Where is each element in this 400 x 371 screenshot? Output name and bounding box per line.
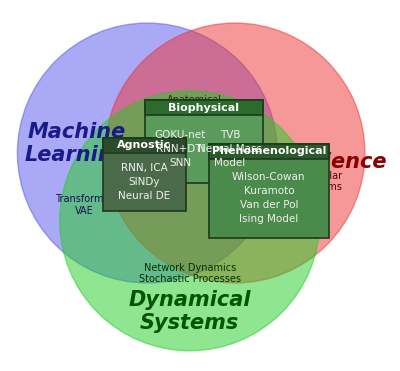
Bar [144,100,263,183]
Text: Phenomenological: Phenomenological [212,146,326,156]
Text: Transformer
VAE: Transformer VAE [55,194,114,216]
Text: Agnostic: Agnostic [118,141,172,151]
Bar [208,144,329,159]
Text: Wilson-Cowan
Kuramoto
Van der Pol
Ising Model: Wilson-Cowan Kuramoto Van der Pol Ising … [232,172,306,224]
Text: Neuroscience: Neuroscience [228,152,387,173]
Text: Anatomical
Data Analysis: Anatomical Data Analysis [161,95,228,117]
Bar [103,138,186,153]
Bar [144,100,263,115]
Circle shape [105,23,365,283]
Text: Network Dynamics
Stochastic Processes: Network Dynamics Stochastic Processes [139,263,241,284]
Circle shape [60,91,320,351]
Text: TVB
Neural Mass
Model: TVB Neural Mass Model [198,130,262,168]
Circle shape [17,23,277,283]
Text: Biophysical: Biophysical [168,103,239,113]
Text: GOKU-net
RNN+DTI
SNN: GOKU-net RNN+DTI SNN [154,130,206,168]
Text: RNN, ICA
SINDy
Neural DE: RNN, ICA SINDy Neural DE [118,163,171,201]
Bar [103,138,186,211]
Text: [Intra-]cellular
mechanisms: [Intra-]cellular mechanisms [272,170,342,192]
Text: Dynamical
Systems: Dynamical Systems [128,290,251,333]
Text: Machine
Learning: Machine Learning [25,122,128,165]
Bar [208,144,329,238]
